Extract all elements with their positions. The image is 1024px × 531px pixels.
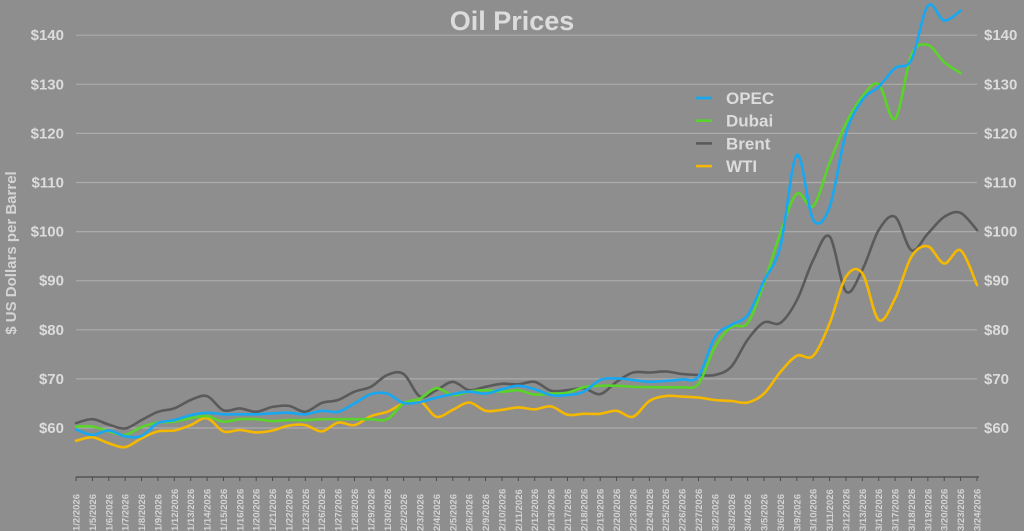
- series-line-dubai: [74, 43, 962, 437]
- x-tick-label: 2/11/2026: [514, 489, 525, 531]
- x-tick-label: 2/19/2026: [596, 489, 607, 531]
- x-tick-label: 1/5/2026: [88, 494, 99, 531]
- x-tick-label: 3/19/2026: [923, 489, 934, 531]
- series-line-wti: [74, 244, 979, 449]
- series-lines: [74, 3, 979, 449]
- y-tick-label-right: $90: [984, 273, 1009, 290]
- x-tick-label: 1/8/2026: [137, 494, 148, 531]
- x-tick-label: 1/23/2026: [301, 489, 312, 531]
- x-tick-label: 2/4/2026: [432, 494, 443, 531]
- x-tick-label: 2/3/2026: [416, 494, 427, 531]
- x-tick-label: 3/12/2026: [841, 489, 852, 531]
- y-tick-label-right: $140: [984, 27, 1017, 44]
- series-line-brent: [74, 210, 979, 430]
- x-tick-label: 1/20/2026: [252, 489, 263, 531]
- x-tick-label: 1/26/2026: [317, 489, 328, 531]
- series-line-opec: [74, 3, 962, 439]
- x-tick-label: 2/12/2026: [530, 489, 541, 531]
- y-tick-label-left: $60: [39, 420, 64, 437]
- gridlines: [76, 34, 977, 429]
- y-tick-label-right: $110: [984, 175, 1017, 192]
- x-tick-label: 2/17/2026: [563, 489, 574, 531]
- x-tick-label: 2/5/2026: [448, 494, 459, 531]
- x-tick-label: 2/6/2026: [465, 494, 476, 531]
- x-tick-label: 2/27/2026: [694, 489, 705, 531]
- x-tick-label: 3/4/2026: [743, 494, 754, 531]
- x-tick-label: 3/10/2026: [809, 489, 820, 531]
- x-tick-label: 1/7/2026: [121, 494, 132, 531]
- y-tick-label-right: $80: [984, 322, 1009, 339]
- legend-label-wti: WTI: [726, 157, 757, 176]
- x-tick-label: 1/6/2026: [104, 494, 115, 531]
- x-tick-label: 1/14/2026: [203, 489, 214, 531]
- x-tick-label: 3/20/2026: [940, 489, 951, 531]
- x-tick-label: 3/16/2026: [874, 489, 885, 531]
- x-tick-label: 2/13/2026: [547, 489, 558, 531]
- y-tick-label-right: $70: [984, 371, 1009, 388]
- x-tick-label: 3/17/2026: [891, 489, 902, 531]
- y-tick-label-left: $80: [39, 322, 64, 339]
- x-tick-label: 2/23/2026: [628, 489, 639, 531]
- x-tick-label: 3/13/2026: [858, 489, 869, 531]
- legend-label-dubai: Dubai: [726, 112, 773, 131]
- x-tick-label: 1/29/2026: [366, 489, 377, 531]
- x-tick-label: 1/16/2026: [235, 489, 246, 531]
- x-tick-label: 2/20/2026: [612, 489, 623, 531]
- x-tick-label: 1/15/2026: [219, 489, 230, 531]
- y-tick-label-left: $90: [39, 273, 64, 290]
- y-tick-label-right: $120: [984, 125, 1017, 142]
- x-tick-label: 3/23/2026: [956, 489, 967, 531]
- y-tick-label-left: $110: [31, 175, 64, 192]
- y-tick-label-right: $60: [984, 420, 1009, 437]
- x-tick-label: 2/25/2026: [661, 489, 672, 531]
- x-tick-label: 2/26/2026: [678, 489, 689, 531]
- y-axis-right: $60 $70 $80 $90 $100 $110 $120 $130 $140: [984, 27, 1017, 437]
- y-axis-label: $ US Dollars per Barrel: [3, 171, 20, 334]
- x-tick-label: 1/27/2026: [334, 489, 345, 531]
- x-tick-label: 2/18/2026: [579, 489, 590, 531]
- x-tick-label: 3/3/2026: [727, 494, 738, 531]
- x-tick-label: 3/5/2026: [760, 494, 771, 531]
- x-tick-label: 1/30/2026: [383, 489, 394, 531]
- y-tick-label-left: $120: [31, 125, 64, 142]
- y-tick-label-right: $130: [984, 76, 1017, 93]
- legend: OPEC Dubai Brent WTI: [696, 89, 774, 176]
- x-tick-label: 2/9/2026: [481, 494, 492, 531]
- x-tick-label: 1/22/2026: [284, 489, 295, 531]
- x-tick-label: 1/9/2026: [153, 494, 164, 531]
- legend-label-brent: Brent: [726, 134, 771, 153]
- x-tick-label: 3/9/2026: [792, 494, 803, 531]
- y-tick-label-left: $100: [31, 224, 64, 241]
- x-tick-label: 1/12/2026: [170, 489, 181, 531]
- x-tick-label: 1/13/2026: [186, 489, 197, 531]
- legend-label-opec: OPEC: [726, 89, 774, 108]
- x-tick-label: 2/2/2026: [399, 494, 410, 531]
- x-tick-label: 1/21/2026: [268, 489, 279, 531]
- x-tick-label: 1/28/2026: [350, 489, 361, 531]
- x-tick-label: 3/2/2026: [710, 494, 721, 531]
- y-tick-label-left: $70: [39, 371, 64, 388]
- x-tick-label: 2/10/2026: [497, 489, 508, 531]
- y-tick-label-left: $130: [31, 76, 64, 93]
- y-tick-label-right: $100: [984, 224, 1017, 241]
- x-tick-label: 3/24/2026: [973, 489, 984, 531]
- x-tick-label: 2/24/2026: [645, 489, 656, 531]
- x-tick-label: 3/6/2026: [776, 494, 787, 531]
- x-tick-label: 1/2/2026: [72, 494, 83, 531]
- x-tick-label: 3/18/2026: [907, 489, 918, 531]
- chart-title: Oil Prices: [450, 6, 575, 36]
- x-tick-label: 3/11/2026: [825, 489, 836, 531]
- x-axis: 1/2/2026 1/5/2026 1/6/2026 1/7/2026 1/8/2026…: [72, 476, 984, 531]
- y-tick-label-left: $140: [31, 27, 64, 44]
- y-axis-left: $60 $70 $80 $90 $100 $110 $120 $130 $140: [31, 27, 64, 437]
